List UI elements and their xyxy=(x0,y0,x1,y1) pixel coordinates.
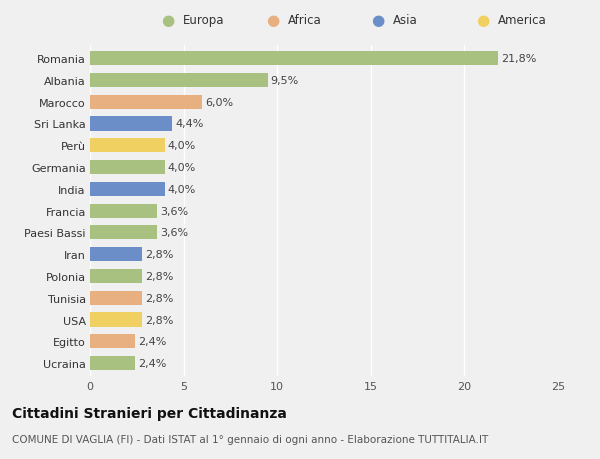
Bar xyxy=(90,161,165,175)
Bar xyxy=(90,204,157,218)
Text: 2,4%: 2,4% xyxy=(138,358,166,368)
Text: 2,8%: 2,8% xyxy=(145,271,173,281)
Bar xyxy=(90,139,165,153)
Bar xyxy=(90,356,135,370)
Text: ●: ● xyxy=(476,13,490,28)
Text: 2,8%: 2,8% xyxy=(145,315,173,325)
Bar xyxy=(90,182,165,196)
Bar xyxy=(90,95,202,110)
Text: Asia: Asia xyxy=(393,14,418,27)
Text: 2,4%: 2,4% xyxy=(138,336,166,347)
Bar xyxy=(90,117,172,131)
Text: 21,8%: 21,8% xyxy=(501,54,536,64)
Text: 4,0%: 4,0% xyxy=(167,185,196,195)
Text: 3,6%: 3,6% xyxy=(160,228,188,238)
Text: 9,5%: 9,5% xyxy=(271,76,299,86)
Text: COMUNE DI VAGLIA (FI) - Dati ISTAT al 1° gennaio di ogni anno - Elaborazione TUT: COMUNE DI VAGLIA (FI) - Dati ISTAT al 1°… xyxy=(12,434,488,444)
Text: 4,0%: 4,0% xyxy=(167,162,196,173)
Text: Cittadini Stranieri per Cittadinanza: Cittadini Stranieri per Cittadinanza xyxy=(12,406,287,420)
Bar xyxy=(90,291,142,305)
Text: 4,4%: 4,4% xyxy=(175,119,203,129)
Text: 2,8%: 2,8% xyxy=(145,293,173,303)
Text: ●: ● xyxy=(371,13,385,28)
Text: 6,0%: 6,0% xyxy=(205,97,233,107)
Text: 4,0%: 4,0% xyxy=(167,141,196,151)
Text: Africa: Africa xyxy=(288,14,322,27)
Text: Europa: Europa xyxy=(183,14,224,27)
Bar xyxy=(90,313,142,327)
Bar xyxy=(90,73,268,88)
Bar xyxy=(90,247,142,262)
Bar xyxy=(90,226,157,240)
Text: 3,6%: 3,6% xyxy=(160,206,188,216)
Bar xyxy=(90,335,135,349)
Text: ●: ● xyxy=(161,13,175,28)
Bar xyxy=(90,269,142,284)
Text: 2,8%: 2,8% xyxy=(145,250,173,260)
Text: ●: ● xyxy=(266,13,280,28)
Bar xyxy=(90,52,498,66)
Text: America: America xyxy=(498,14,547,27)
